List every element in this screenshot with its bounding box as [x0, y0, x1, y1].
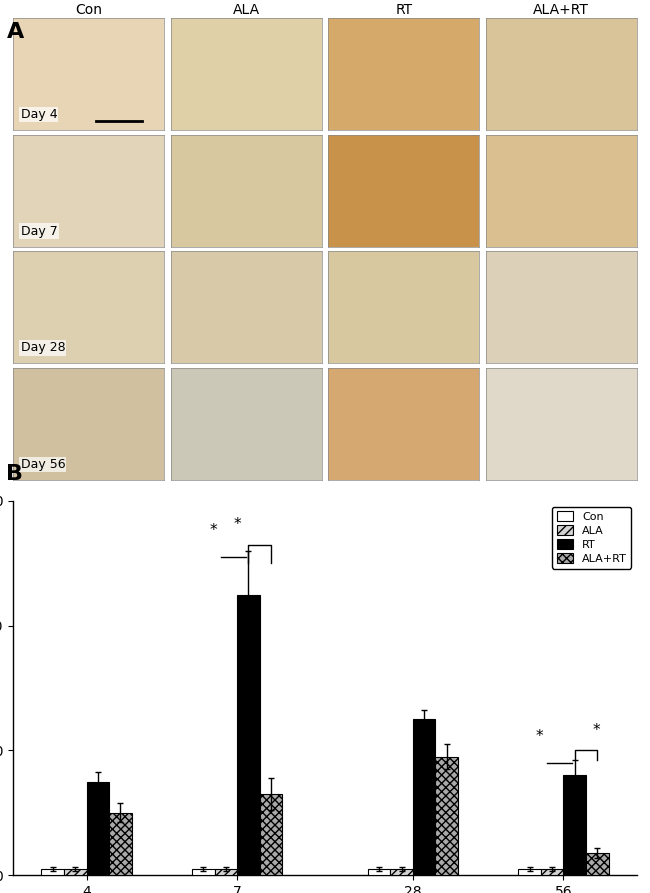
Bar	[192, 869, 215, 875]
Title: RT: RT	[395, 3, 412, 17]
Bar	[64, 869, 86, 875]
Text: B: B	[6, 464, 23, 484]
Title: Con: Con	[75, 3, 102, 17]
Text: Day 28: Day 28	[21, 341, 65, 355]
Bar	[214, 869, 237, 875]
Bar	[413, 719, 436, 875]
Text: *: *	[209, 523, 217, 538]
Text: A: A	[6, 22, 24, 42]
Bar	[586, 854, 608, 875]
Text: *: *	[233, 517, 241, 532]
Title: ALA+RT: ALA+RT	[534, 3, 589, 17]
Text: Day 4: Day 4	[21, 108, 57, 121]
Bar	[109, 813, 132, 875]
Text: *: *	[536, 730, 543, 744]
Bar	[541, 869, 564, 875]
Bar	[237, 595, 260, 875]
Legend: Con, ALA, RT, ALA+RT: Con, ALA, RT, ALA+RT	[552, 506, 631, 569]
Bar	[86, 781, 109, 875]
Text: *: *	[592, 723, 600, 738]
Text: Day 7: Day 7	[21, 225, 57, 238]
Bar	[368, 869, 390, 875]
Bar	[518, 869, 541, 875]
Bar	[42, 869, 64, 875]
Text: Day 56: Day 56	[21, 458, 65, 472]
Bar	[260, 794, 282, 875]
Bar	[564, 775, 586, 875]
Bar	[436, 756, 458, 875]
Title: ALA: ALA	[233, 3, 260, 17]
Bar	[390, 869, 413, 875]
